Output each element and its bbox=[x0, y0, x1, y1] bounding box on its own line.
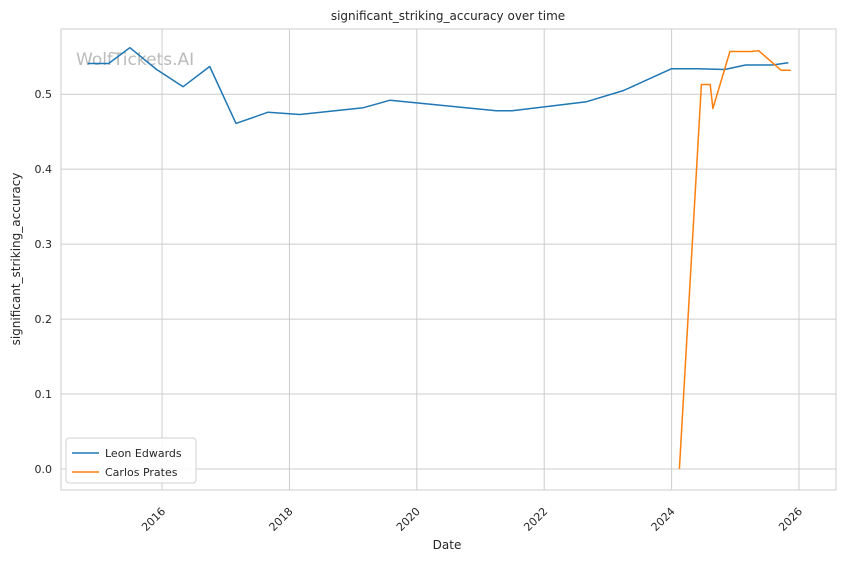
y-tick-label: 0.4 bbox=[35, 163, 53, 176]
watermark: WolfTickets.AI bbox=[76, 50, 194, 70]
legend-label-carlos-prates: Carlos Prates bbox=[105, 466, 178, 479]
chart-title: significant_striking_accuracy over time bbox=[331, 9, 565, 23]
y-tick-label: 0.2 bbox=[35, 313, 53, 326]
series-line-leon-edwards bbox=[87, 46, 789, 125]
y-axis-label: significant_striking_accuracy bbox=[9, 173, 23, 346]
y-tick-label: 0.5 bbox=[35, 88, 53, 101]
y-tick-labels: 0.0 0.1 0.2 0.3 0.4 0.5 bbox=[35, 88, 53, 476]
y-tick-label: 0.1 bbox=[35, 388, 53, 401]
y-tick-label: 0.3 bbox=[35, 238, 53, 251]
plot-area bbox=[60, 28, 837, 491]
x-axis-label: Date bbox=[433, 538, 462, 552]
legend: Leon Edwards Carlos Prates bbox=[65, 437, 197, 484]
legend-label-leon-edwards: Leon Edwards bbox=[105, 447, 182, 460]
grid bbox=[61, 29, 836, 490]
series-layer bbox=[87, 46, 791, 470]
series-line-carlos-prates bbox=[678, 49, 791, 470]
y-tick-label: 0.0 bbox=[35, 463, 53, 476]
